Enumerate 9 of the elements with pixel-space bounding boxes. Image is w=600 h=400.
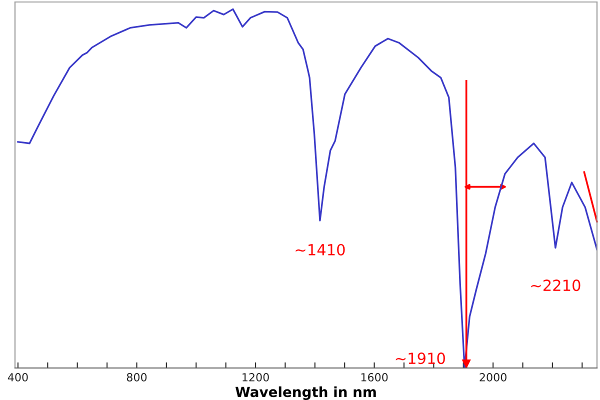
- x-tick-label: 1600: [361, 373, 388, 382]
- x-tick-label: 400: [8, 373, 28, 382]
- annotation: ~1910: [396, 352, 445, 364]
- x-axis-title: Wavelength in nm: [235, 386, 376, 400]
- x-tick-label: 2000: [480, 373, 506, 382]
- annotation: ~2210: [531, 280, 580, 292]
- x-tick-label: 1200: [242, 373, 269, 382]
- x-tick-label: 800: [126, 373, 147, 382]
- annotation: ~1410: [296, 244, 345, 256]
